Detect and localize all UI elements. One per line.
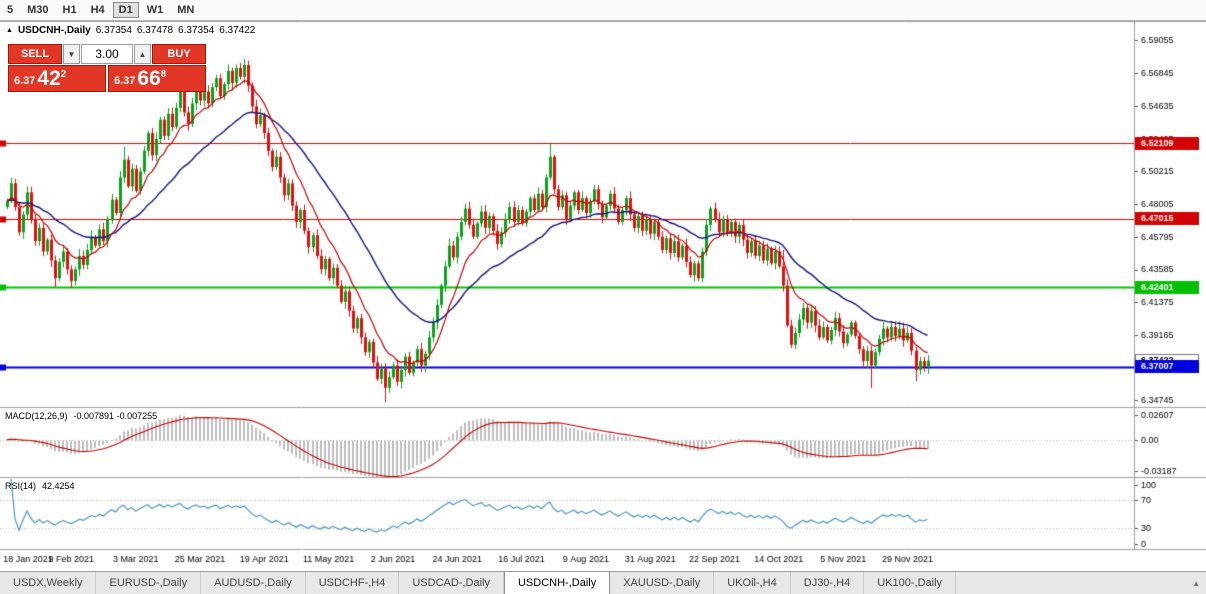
ohlc-low: 6.37354 xyxy=(178,25,215,36)
tab-dj30-h4[interactable]: DJ30-,H4 xyxy=(791,572,865,594)
buy-price-point: 8 xyxy=(160,69,167,80)
macd-values: -0.007891 -0.007255 xyxy=(73,411,158,421)
period-button-w1[interactable]: W1 xyxy=(146,4,164,16)
buy-price-prefix: 6.37 xyxy=(114,75,136,87)
chart-symbol-title: USDCNH-,Daily xyxy=(17,25,91,36)
volume-input[interactable]: 3.00 xyxy=(81,44,133,64)
symbol-tabbar: USDX,Weekly EURUSD-,Daily AUDUSD-,Daily USD… xyxy=(0,571,1206,594)
tab-usdchf-h4[interactable]: USDCHF-,H4 xyxy=(306,572,400,594)
tab-usdcnh-daily[interactable]: USDCNH-,Daily xyxy=(503,572,611,594)
one-click-trade-panel: SELL ▼ 3.00 ▲ BUY 6.37 42 2 6.37 66 8 xyxy=(8,44,206,92)
rsi-label: RSI(14) 42.4254 xyxy=(5,481,75,491)
tab-eurusd-daily[interactable]: EURUSD-,Daily xyxy=(96,572,202,594)
tab-xauusd-daily[interactable]: XAUUSD-,Daily xyxy=(610,572,715,594)
macd-name: MACD(12,26,9) xyxy=(5,411,68,421)
chart-header: ▲ USDCNH-,Daily 6.37354 6.37478 6.37354 … xyxy=(6,25,255,36)
ohlc-close: 6.37422 xyxy=(219,25,256,36)
ohlc-high: 6.37478 xyxy=(136,25,174,36)
period-button-d1[interactable]: D1 xyxy=(112,2,139,18)
rsi-value: 42.4254 xyxy=(42,481,75,491)
volume-decrease-button[interactable]: ▼ xyxy=(63,44,80,64)
tab-usdcad-daily[interactable]: USDCAD-,Daily xyxy=(399,572,504,594)
sell-price-point: 2 xyxy=(60,69,67,80)
sell-price-box[interactable]: 6.37 42 2 xyxy=(8,65,106,92)
tab-audusd-daily[interactable]: AUDUSD-,Daily xyxy=(201,572,306,594)
period-button-h4[interactable]: H4 xyxy=(90,4,105,16)
buy-price-box[interactable]: 6.37 66 8 xyxy=(108,65,206,92)
tab-ukoil-h4[interactable]: UKOil-,H4 xyxy=(714,572,791,594)
sell-price-pips: 42 xyxy=(37,67,61,90)
period-toolbar: 5 M30 H1 H4 D1 W1 MN xyxy=(0,0,1206,21)
buy-button[interactable]: BUY xyxy=(152,44,206,64)
buy-price-pips: 66 xyxy=(137,67,161,90)
sell-button[interactable]: SELL xyxy=(8,44,62,64)
tab-uk100-daily[interactable]: UK100-,Daily xyxy=(864,572,957,594)
ohlc-open: 6.37354 xyxy=(95,25,132,36)
period-button-mn[interactable]: MN xyxy=(177,4,195,16)
symbol-marker-icon: ▲ xyxy=(6,26,13,34)
tab-usdx-weekly[interactable]: USDX,Weekly xyxy=(0,572,97,594)
tab-scroll-up-icon[interactable]: ▲ xyxy=(1192,578,1200,588)
period-button-m30[interactable]: M30 xyxy=(27,4,49,16)
sell-price-prefix: 6.37 xyxy=(14,75,36,87)
macd-label: MACD(12,26,9) -0.007891 -0.007255 xyxy=(5,411,157,421)
rsi-name: RSI(14) xyxy=(5,481,37,491)
period-button-h1[interactable]: H1 xyxy=(62,4,77,16)
period-button-5[interactable]: 5 xyxy=(7,4,14,16)
volume-increase-button[interactable]: ▲ xyxy=(134,44,151,64)
